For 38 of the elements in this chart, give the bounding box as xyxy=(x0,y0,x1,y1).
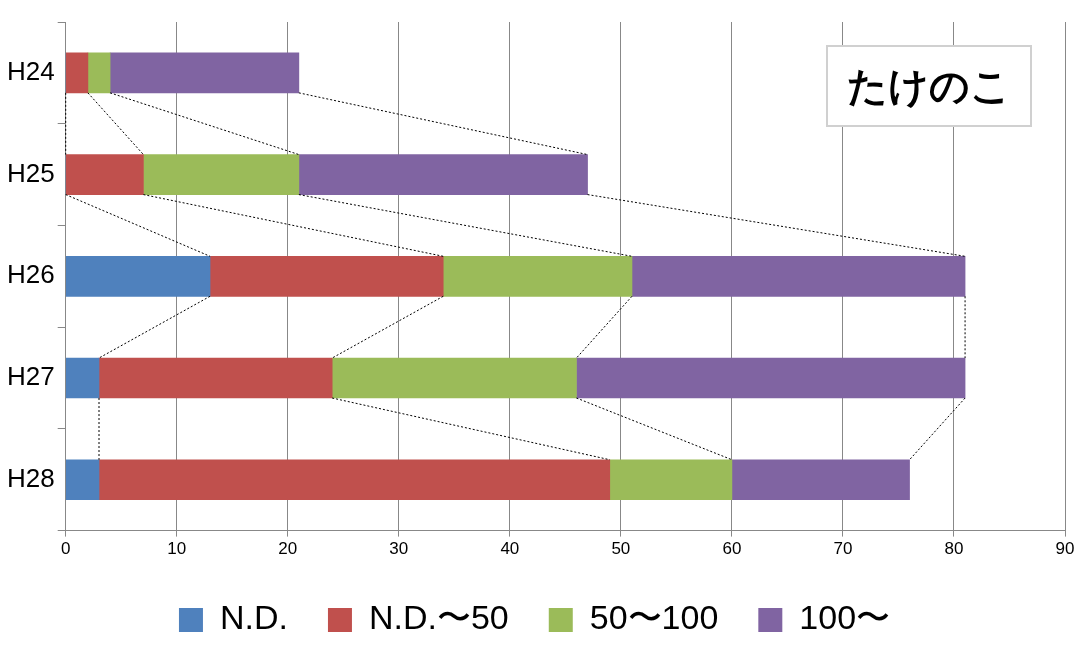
bar xyxy=(87,52,111,94)
bar xyxy=(143,154,300,195)
text: たけのこ xyxy=(826,45,1032,127)
x-tick-label: 80 xyxy=(944,539,964,559)
bar xyxy=(65,459,100,501)
bar xyxy=(209,255,444,297)
y-tick-label: H26 xyxy=(6,259,55,290)
x-tick-label: 0 xyxy=(60,539,71,559)
x-tick-label: 70 xyxy=(833,539,853,559)
bar xyxy=(331,357,577,399)
x-tick-label: 60 xyxy=(722,539,742,559)
y-tick-label: H25 xyxy=(6,157,55,188)
bar xyxy=(731,459,910,501)
x-tick-label: 40 xyxy=(500,539,520,559)
legend-label: N.D. xyxy=(219,598,288,637)
bar xyxy=(98,357,333,399)
x-tick-label: 90 xyxy=(1055,539,1075,559)
bar xyxy=(631,255,966,297)
x-tick-label: 10 xyxy=(167,539,187,559)
bar xyxy=(298,154,588,195)
bar xyxy=(98,459,611,501)
y-tick-label: H27 xyxy=(6,361,55,392)
x-tick-label: 20 xyxy=(278,539,298,559)
bar xyxy=(65,52,89,94)
legend-label: N.D.〜50 xyxy=(368,598,509,637)
x-tick-label: 30 xyxy=(389,539,409,559)
bar xyxy=(442,255,633,297)
bar xyxy=(65,357,100,399)
legend-label: 100〜 xyxy=(799,598,891,637)
bar xyxy=(609,459,733,501)
bar xyxy=(109,52,300,94)
legend-label: 50〜100 xyxy=(589,598,719,637)
y-tick-label: H24 xyxy=(6,56,55,87)
y-tick-label: H28 xyxy=(6,462,55,493)
bar xyxy=(65,255,211,297)
bar xyxy=(576,357,966,399)
bar xyxy=(65,154,144,195)
x-tick-label: 50 xyxy=(611,539,631,559)
